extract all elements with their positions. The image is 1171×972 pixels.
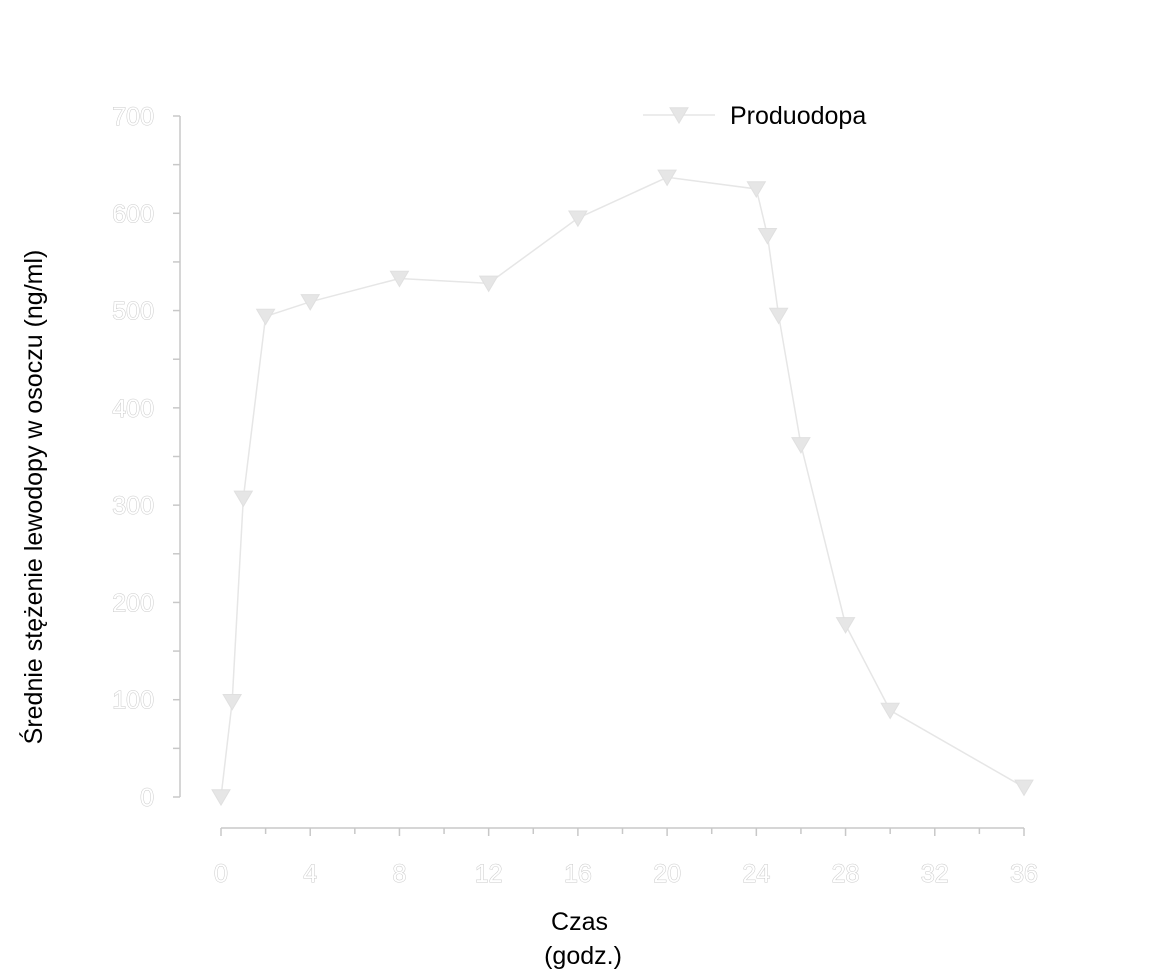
y-tick-label: 600 [112, 200, 154, 228]
data-point [657, 169, 677, 187]
x-tick-label: 28 [832, 860, 860, 888]
x-tick-label: 16 [564, 860, 592, 888]
data-point [791, 437, 811, 454]
legend-label: Produodopa [730, 102, 866, 130]
data-point [222, 693, 243, 711]
x-tick-label: 32 [921, 860, 949, 888]
series-line [220, 176, 1025, 798]
x-tick-label: 8 [392, 860, 406, 888]
x-axis-title-line-2: (godz.) [544, 942, 622, 970]
x-axis-title-line-1: Czas [551, 908, 608, 936]
series-layer [211, 169, 1034, 807]
data-point [746, 181, 767, 199]
y-tick-label: 400 [112, 395, 154, 423]
x-axis: 0 4 8 12 16 20 24 28 32 36 [214, 827, 1038, 889]
x-tick-label: 36 [1010, 860, 1038, 888]
y-tick-label: 100 [112, 687, 154, 715]
x-axis-title: Czas (godz.) [544, 908, 622, 970]
data-point [1014, 779, 1034, 797]
y-tick-label: 200 [112, 589, 154, 617]
data-point [233, 490, 254, 508]
data-point [768, 307, 789, 325]
x-tick-label: 12 [475, 860, 503, 888]
x-tick-label: 24 [742, 860, 770, 888]
legend-marker [669, 107, 689, 125]
y-tick-label: 300 [112, 492, 154, 520]
data-point [880, 702, 901, 720]
x-tick-label: 4 [303, 860, 317, 888]
y-axis: 0 100 200 300 400 500 600 700 [112, 103, 181, 813]
y-tick-label: 700 [112, 103, 154, 131]
legend: Produodopa [643, 102, 866, 130]
data-point [835, 617, 856, 634]
data-point [478, 275, 499, 293]
x-tick-label: 20 [653, 860, 681, 888]
data-point [255, 308, 276, 326]
data-point [300, 294, 321, 311]
data-point [568, 210, 588, 228]
data-point [211, 789, 231, 807]
y-tick-label: 500 [112, 298, 154, 326]
y-tick-label: 0 [140, 784, 154, 812]
x-tick-label: 0 [214, 860, 228, 888]
data-point [389, 270, 410, 288]
y-axis-title: Średnie stężenie lewodopy w osoczu (ng/m… [18, 250, 48, 745]
data-point [757, 227, 778, 245]
